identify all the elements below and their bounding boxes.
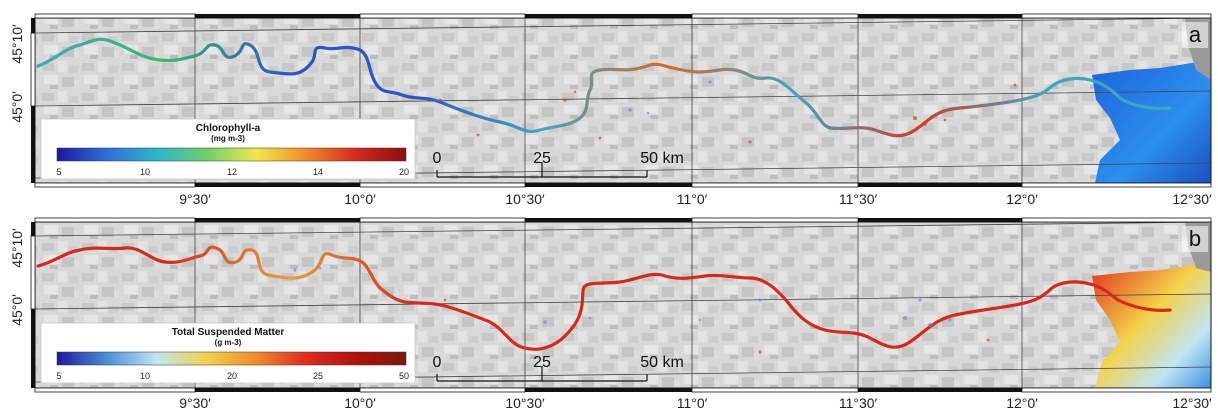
- river-po-chlorophyll: [36, 37, 1172, 138]
- legend-unit: (g m-3): [215, 338, 242, 347]
- scale-bar: 0 25 50 km: [433, 150, 684, 178]
- tsm-legend: Total Suspended Matter (g m-3) 5 10 20 2…: [40, 322, 416, 384]
- legend-tick: 5: [56, 167, 61, 177]
- lon-label: 10°30′: [505, 191, 545, 207]
- scale-label: 25: [533, 150, 551, 167]
- lagoon-water: [1092, 60, 1211, 183]
- frame-ticks-left: [30, 222, 36, 388]
- frame-ticks-bottom: [34, 387, 1212, 393]
- lon-label: 11°0′: [677, 191, 708, 207]
- scale-label: 0: [433, 354, 442, 371]
- lon-label: 9°30′: [179, 395, 211, 411]
- panel-label-b: b: [1189, 226, 1201, 251]
- lon-label: 11°30′: [839, 395, 878, 411]
- graticule: [34, 17, 1212, 183]
- lon-label: 12°30′: [1172, 395, 1212, 411]
- lon-label: 11°30′: [839, 191, 878, 207]
- lat-label: 45°0′: [9, 294, 25, 326]
- lagoon-water: [1092, 262, 1211, 388]
- lat-label: 45°10′: [9, 24, 25, 64]
- lon-label: 10°30′: [505, 395, 545, 411]
- lon-labels-a: 9°30′ 10°0′ 10°30′ 11°0′ 11°30′ 12°0′ 12…: [179, 191, 1212, 207]
- legend-tick: 14: [313, 167, 323, 177]
- frame-ticks-bottom: [34, 182, 1212, 188]
- frame-ticks-left: [30, 18, 36, 183]
- scale-bar: 0 25 50 km: [433, 354, 684, 382]
- legend-tick: 10: [140, 371, 150, 381]
- colorbar: [56, 351, 407, 366]
- panel-a: a Chlorophyll-a (mg m-3) 5 10 12 14 20 0…: [9, 13, 1212, 207]
- scale-label: 50 km: [640, 150, 684, 167]
- legend-tick: 50: [399, 371, 409, 381]
- legend-tick: 20: [399, 167, 409, 177]
- panel-b: b Total Suspended Matter (g m-3) 5 10 20…: [9, 217, 1212, 411]
- lon-label: 12°0′: [1006, 395, 1038, 411]
- lon-label: 9°30′: [179, 191, 211, 207]
- frame-ticks-top: [34, 13, 1212, 19]
- legend-tick: 10: [140, 167, 150, 177]
- lon-labels-b: 9°30′ 10°0′ 10°30′ 11°0′ 11°30′ 12°0′ 12…: [179, 395, 1212, 411]
- chlorophyll-legend: Chlorophyll-a (mg m-3) 5 10 12 14 20: [40, 118, 416, 180]
- scale-label: 0: [433, 150, 442, 167]
- scattered-water-bodies: [438, 83, 1017, 144]
- lon-label: 10°0′: [344, 191, 376, 207]
- legend-tick: 25: [313, 371, 323, 381]
- legend-tick: 5: [56, 371, 61, 381]
- legend-title: Total Suspended Matter: [172, 327, 285, 338]
- panel-label-a: a: [1189, 22, 1202, 47]
- scale-label: 50 km: [640, 354, 684, 371]
- scale-label: 25: [533, 354, 551, 371]
- lon-label: 12°0′: [1006, 191, 1038, 207]
- legend-unit: (mg m-3): [211, 134, 245, 143]
- frame-ticks-top: [34, 217, 1212, 223]
- lon-label: 11°0′: [677, 395, 708, 411]
- legend-tick: 20: [227, 371, 237, 381]
- lat-label: 45°10′: [9, 228, 25, 268]
- legend-title: Chlorophyll-a: [196, 123, 261, 134]
- colorbar: [56, 147, 407, 162]
- lon-label: 10°0′: [344, 395, 376, 411]
- lat-label: 45°0′: [9, 91, 25, 123]
- legend-tick: 12: [227, 167, 237, 177]
- scattered-water-bodies: [293, 266, 952, 328]
- lon-label: 12°30′: [1172, 191, 1212, 207]
